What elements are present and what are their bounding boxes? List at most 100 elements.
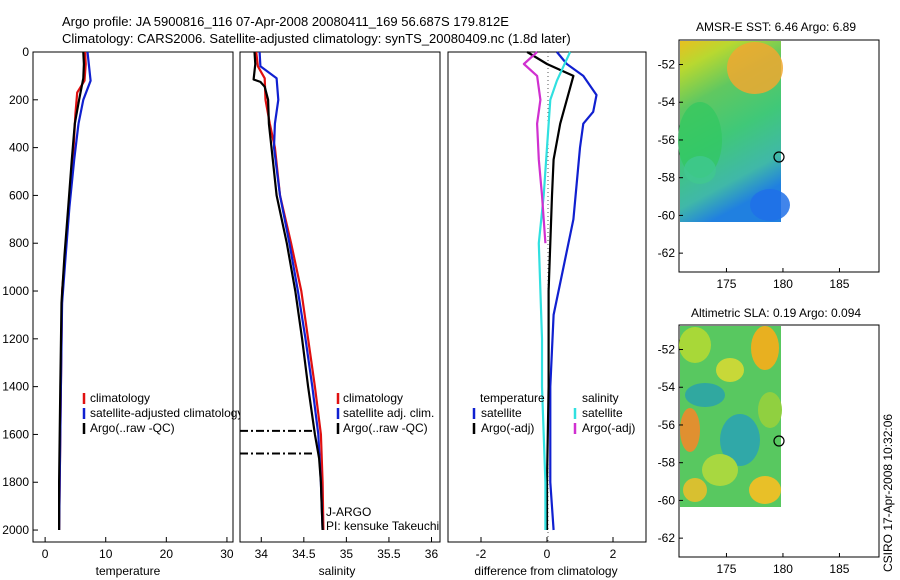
- temperature-xlabel: temperature: [96, 564, 161, 578]
- sla-heatmap: [679, 326, 782, 507]
- sst-green-blob: [678, 102, 722, 178]
- legend-temp-argo: Argo(-adj): [481, 421, 534, 435]
- sla-blob-3: [716, 358, 744, 382]
- series-argo-raw-qc-: [252, 51, 324, 531]
- amsre-sst-lat-label: -58: [658, 171, 676, 185]
- temperature-axes-box: [32, 51, 234, 543]
- legend-sal-satellite-diff: satellite: [582, 406, 623, 420]
- sla-map-panel: Altimetric SLA: 0.19 Argo: 0.094 175 180 1…: [658, 306, 880, 576]
- header-line-1: Argo profile: JA 5900816_116 07-Apr-2008…: [62, 14, 509, 29]
- sla-blob-8: [749, 476, 781, 504]
- float-pi: PI: kensuke Takeuchi: [326, 519, 439, 533]
- altimetric-sla-lat-label: -56: [658, 418, 676, 432]
- series-argo-raw-qc-: [57, 51, 86, 530]
- sla-blob-9: [683, 478, 707, 502]
- temperature-xtick-label: 20: [160, 547, 174, 561]
- legend-salinity-title: salinity: [582, 391, 619, 405]
- temperature-series: [57, 51, 92, 531]
- depth-tick-label: 200: [9, 93, 29, 107]
- temperature-x-ticks: 0 10 20 30: [42, 537, 234, 561]
- altimetric-sla-lon-label: 185: [829, 562, 849, 576]
- difference-xtick-label: 2: [610, 547, 617, 561]
- legend-climatology: climatology: [90, 391, 150, 405]
- depth-tick-label: 1200: [2, 332, 29, 346]
- legend-argo: Argo(..raw -QC): [90, 421, 175, 435]
- salinity-xtick-label: 34.5: [292, 547, 316, 561]
- salinity-panel: 34 34.5 35 35.5 36 salinity climatology sate…: [239, 51, 441, 578]
- altimetric-sla-lat-label: -60: [658, 493, 676, 507]
- sst-ticks: 175 180 185 -52 -54 -56 -58 -60 -62: [658, 58, 850, 291]
- sst-heatmap: [678, 41, 790, 222]
- depth-tick-label: 1800: [2, 475, 29, 489]
- series-temperature-satellite: [549, 51, 598, 531]
- amsre-sst-lat-label: -52: [658, 58, 676, 72]
- temperature-legend: climatology satellite-adjusted climatolo…: [82, 391, 243, 435]
- series-salinity-satellite: [537, 51, 572, 530]
- sla-blob-2: [751, 326, 779, 370]
- sst-cold-blob: [750, 189, 790, 221]
- altimetric-sla-lon-label: 175: [716, 562, 736, 576]
- header-line-2: Climatology: CARS2006. Satellite-adjuste…: [62, 31, 571, 46]
- temperature-y-ticks: 0 200 400 600 800 1000 1200 1400 1600 1800 2000: [2, 45, 38, 537]
- float-marker-sst: [773, 151, 785, 163]
- salinity-x-ticks: 34 34.5 35 35.5 36: [255, 537, 439, 561]
- altimetric-sla-lat-label: -54: [658, 380, 676, 394]
- salinity-series: [240, 51, 325, 531]
- legend-sal-climatology: climatology: [343, 391, 403, 405]
- amsre-sst-lat-label: -62: [658, 246, 676, 260]
- sla-map-title: Altimetric SLA: 0.19 Argo: 0.094: [691, 306, 861, 320]
- float-agency: J-ARGO: [326, 505, 371, 519]
- difference-x-ticks: -2 0 2: [476, 537, 617, 561]
- altimetric-sla-lon-label: 180: [773, 562, 793, 576]
- sla-blob-5: [680, 408, 700, 452]
- amsre-sst-lon-label: 185: [829, 277, 849, 291]
- salinity-legend: climatology satellite adj. clim. Argo(..…: [336, 391, 434, 435]
- float-marker-sla: [773, 435, 785, 447]
- amsre-sst-lat-label: -60: [658, 208, 676, 222]
- sla-blob-6: [720, 414, 760, 466]
- salinity-axes-box: [239, 51, 441, 543]
- temperature-xtick-label: 10: [99, 547, 113, 561]
- legend-satellite-adjusted: satellite-adjusted climatology: [90, 406, 243, 420]
- series-temperature-argo-adj-: [526, 51, 575, 530]
- amsre-sst-lon-label: 175: [716, 277, 736, 291]
- legend-temperature-title: temperature: [480, 391, 545, 405]
- sst-map-title: AMSR-E SST: 6.46 Argo: 6.89: [696, 20, 856, 34]
- amsre-sst-lat-label: -54: [658, 95, 676, 109]
- depth-tick-label: 600: [9, 188, 29, 202]
- difference-xtick-label: 0: [544, 547, 551, 561]
- legend-temp-satellite: satellite: [481, 406, 522, 420]
- difference-xtick-label: -2: [476, 547, 487, 561]
- salinity-xtick-label: 35: [340, 547, 354, 561]
- salinity-xtick-label: 36: [425, 547, 439, 561]
- amsre-sst-lat-label: -56: [658, 133, 676, 147]
- difference-series: [522, 51, 598, 531]
- altimetric-sla-lat-label: -62: [658, 531, 676, 545]
- difference-panel: -2 0 2 difference from climatology tempera…: [447, 51, 647, 578]
- temperature-panel: 0 200 400 600 800 1000 1200 1400 1600 1800 2000 0 1…: [2, 45, 243, 578]
- sla-blob-4: [685, 383, 725, 407]
- sla-blob-10: [758, 392, 782, 428]
- temperature-xtick-label: 30: [220, 547, 234, 561]
- salinity-xlabel: salinity: [319, 564, 356, 578]
- salinity-xtick-label: 35.5: [377, 547, 401, 561]
- difference-legend: temperature satellite Argo(-adj) salinit…: [472, 391, 635, 435]
- legend-sal-argo: Argo(..raw -QC): [343, 421, 428, 435]
- amsre-sst-lon-label: 180: [773, 277, 793, 291]
- legend-sal-satellite: satellite adj. clim.: [343, 406, 434, 420]
- sla-ticks: 175 180 185 -52 -54 -56 -58 -60 -62: [658, 343, 850, 576]
- depth-tick-label: 0: [22, 45, 29, 59]
- salinity-xtick-label: 34: [255, 547, 269, 561]
- sst-teal-blob: [684, 156, 716, 184]
- sst-map-panel: AMSR-E SST: 6.46 Argo: 6.89 175 180 185 -52…: [658, 20, 880, 291]
- depth-tick-label: 400: [9, 141, 29, 155]
- timestamp-stamp: CSIRO 17-Apr-2008 10:32:06: [881, 414, 895, 572]
- legend-sal-argo-diff: Argo(-adj): [582, 421, 635, 435]
- depth-tick-label: 800: [9, 236, 29, 250]
- series-salinity-argo-adj-: [522, 51, 547, 244]
- sla-blob-7: [702, 454, 738, 486]
- depth-tick-label: 1400: [2, 380, 29, 394]
- sla-blob-1: [679, 327, 711, 363]
- altimetric-sla-lat-label: -52: [658, 343, 676, 357]
